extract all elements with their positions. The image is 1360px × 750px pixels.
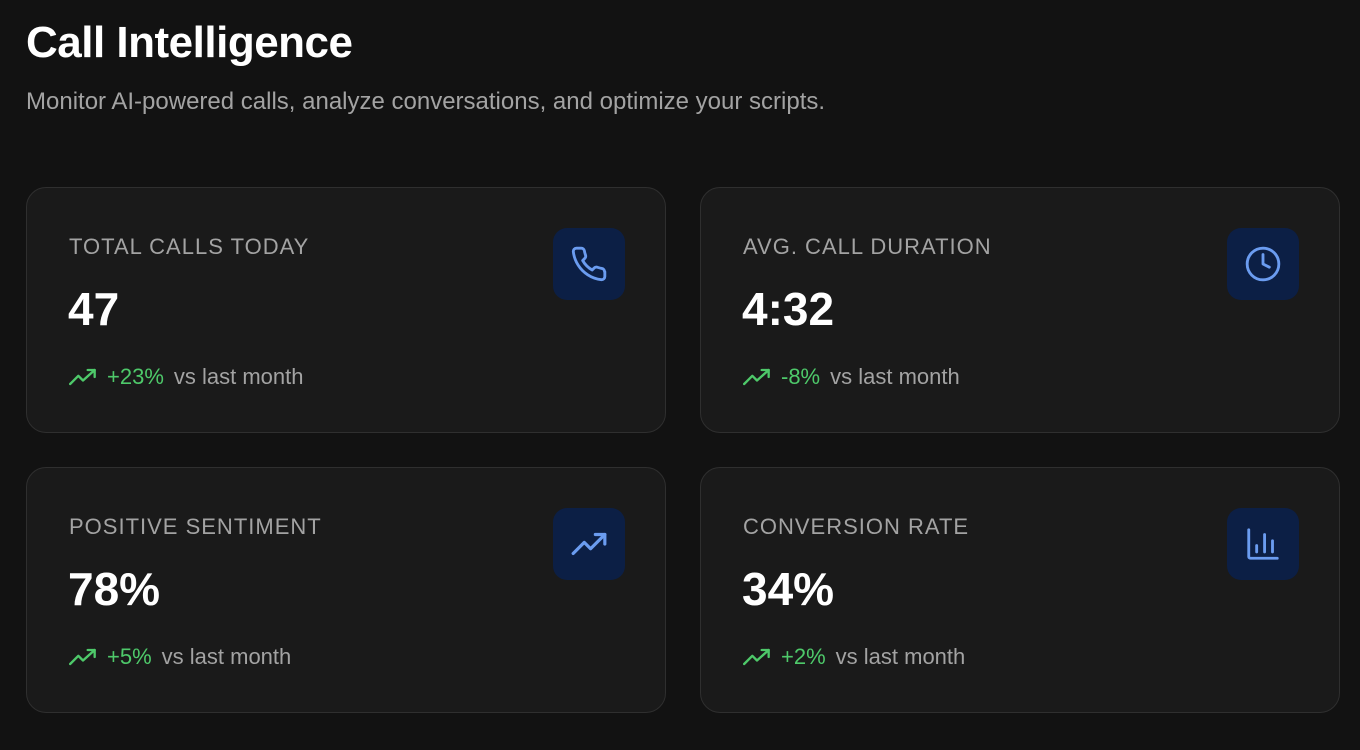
change-comparison: vs last month xyxy=(173,364,304,389)
change-percent: +2% xyxy=(781,644,826,669)
change-percent: +23% xyxy=(107,364,164,389)
trending-up-icon xyxy=(553,508,625,580)
page-title: Call Intelligence xyxy=(26,18,353,67)
stat-card-avg-duration: AVG. CALL DURATION 4:32 -8% vs last mont… xyxy=(700,187,1340,433)
phone-icon xyxy=(553,228,625,300)
page-subtitle: Monitor AI-powered calls, analyze conver… xyxy=(26,88,826,115)
stat-change: +5% vs last month xyxy=(69,644,291,670)
change-percent: -8% xyxy=(781,364,821,389)
stat-change: -8% vs last month xyxy=(743,364,960,390)
change-comparison: vs last month xyxy=(161,644,292,669)
stat-card-conversion-rate: CONVERSION RATE 34% +2% vs last month xyxy=(700,467,1340,713)
stat-change: +23% vs last month xyxy=(69,364,304,390)
change-percent: +5% xyxy=(107,644,152,669)
stat-value: 47 xyxy=(68,283,120,335)
clock-icon xyxy=(1227,228,1299,300)
stat-value: 34% xyxy=(742,563,835,615)
change-comparison: vs last month xyxy=(835,644,966,669)
stat-label: POSITIVE SENTIMENT xyxy=(69,514,322,539)
stat-value: 4:32 xyxy=(742,283,835,335)
trending-up-icon xyxy=(743,368,770,386)
stat-label: CONVERSION RATE xyxy=(743,514,970,539)
change-comparison: vs last month xyxy=(830,364,960,389)
bar-chart-icon xyxy=(1227,508,1299,580)
trending-up-icon xyxy=(743,648,770,666)
stat-change: +2% vs last month xyxy=(743,644,965,670)
stat-label: AVG. CALL DURATION xyxy=(743,234,992,259)
stat-label: TOTAL CALLS TODAY xyxy=(69,234,310,259)
stat-card-total-calls: TOTAL CALLS TODAY 47 +23% vs last month xyxy=(26,187,666,433)
stat-value: 78% xyxy=(68,563,161,615)
trending-up-icon xyxy=(69,648,96,666)
trending-up-icon xyxy=(69,368,96,386)
stat-card-positive-sentiment: POSITIVE SENTIMENT 78% +5% vs last month xyxy=(26,467,666,713)
